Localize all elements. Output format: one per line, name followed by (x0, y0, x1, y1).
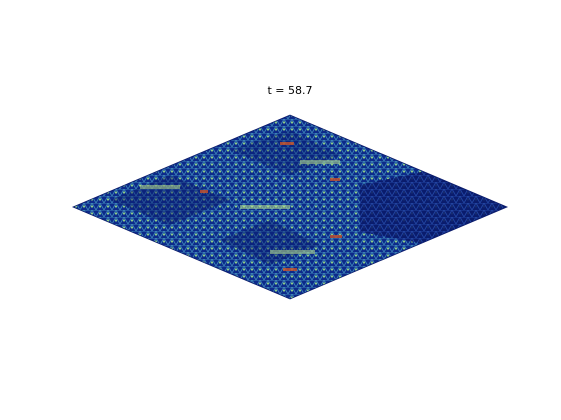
mesh-outline (71, 114, 509, 300)
plot-title: t = 58.7 (267, 84, 312, 97)
mesh-surface (73, 115, 507, 299)
